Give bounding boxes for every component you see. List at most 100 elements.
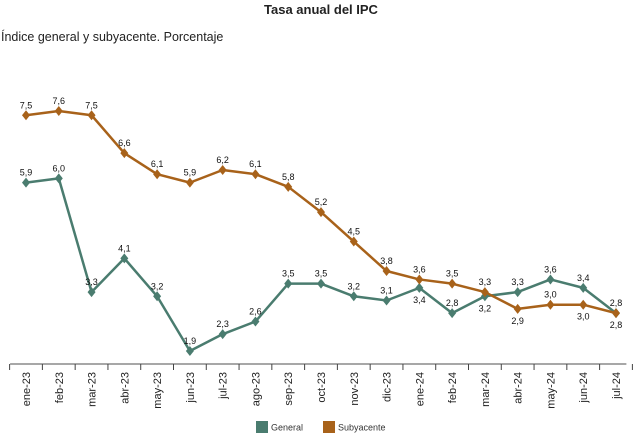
x-tick-label: may-24 xyxy=(545,372,557,409)
data-point-subyacente[interactable] xyxy=(546,299,555,310)
data-label-general: 3,2 xyxy=(348,281,361,291)
data-label-general: 3,2 xyxy=(151,281,164,291)
data-point-subyacente[interactable] xyxy=(251,169,260,180)
data-point-general[interactable] xyxy=(87,287,96,298)
data-label-general: 3,3 xyxy=(85,277,98,287)
data-point-subyacente[interactable] xyxy=(185,177,194,188)
x-tick-label: sep-23 xyxy=(283,372,295,406)
data-label-general: 3,4 xyxy=(413,295,426,305)
x-tick-label: ene-24 xyxy=(414,372,426,406)
data-label-general: 2,8 xyxy=(610,298,623,308)
legend-label: Subyacente xyxy=(338,423,386,433)
data-point-general[interactable] xyxy=(251,316,260,327)
x-tick-label: mar-24 xyxy=(480,372,492,407)
data-point-general[interactable] xyxy=(54,173,63,184)
data-point-general[interactable] xyxy=(546,274,555,285)
legend-label: General xyxy=(271,423,303,433)
data-label-general: 3,1 xyxy=(380,285,393,295)
data-labels: 5,9 7,5 6,0 7,6 3,3 7,5 4,1 6,6 3,2 6,1 1,9 5,9 2,3 6… xyxy=(20,96,623,346)
data-point-subyacente[interactable] xyxy=(382,266,391,277)
data-label-general: 4,1 xyxy=(118,243,131,253)
chart-title: Tasa anual del IPC xyxy=(264,2,378,17)
data-point-general[interactable] xyxy=(349,291,358,302)
x-tick-label: jul-24 xyxy=(611,372,623,400)
data-point-subyacente[interactable] xyxy=(579,299,588,310)
x-tick-label: abr-24 xyxy=(513,372,525,404)
data-label-general: 3,5 xyxy=(315,269,328,279)
data-label-general: 5,9 xyxy=(20,168,33,178)
data-label-subyacente: 3,0 xyxy=(544,290,557,300)
data-label-subyacente: 2,9 xyxy=(511,316,524,326)
data-point-subyacente[interactable] xyxy=(480,287,489,298)
legend: General Subyacente xyxy=(256,421,386,433)
data-point-general[interactable] xyxy=(448,308,457,319)
data-label-subyacente: 6,6 xyxy=(118,138,131,148)
data-point-subyacente[interactable] xyxy=(612,308,620,319)
data-point-subyacente[interactable] xyxy=(87,110,96,121)
data-point-general[interactable] xyxy=(382,295,391,306)
data-label-subyacente: 7,5 xyxy=(85,100,98,110)
data-point-subyacente[interactable] xyxy=(349,236,358,247)
data-label-subyacente: 6,1 xyxy=(151,159,164,169)
data-point-general[interactable] xyxy=(579,282,588,293)
legend-swatch xyxy=(323,421,335,433)
x-tick-label: may-23 xyxy=(152,372,164,409)
data-point-subyacente[interactable] xyxy=(317,207,325,218)
data-label-general: 2,8 xyxy=(446,298,459,308)
x-tick-label: dic-23 xyxy=(382,372,394,402)
data-label-subyacente: 6,1 xyxy=(249,159,262,169)
data-label-general: 3,4 xyxy=(577,273,590,283)
chart-subtitle: Índice general y subyacente. Porcentaje xyxy=(1,30,224,44)
data-point-general[interactable] xyxy=(317,278,325,289)
data-point-subyacente[interactable] xyxy=(218,164,227,175)
data-label-subyacente: 4,5 xyxy=(348,227,361,237)
data-point-general[interactable] xyxy=(185,346,194,357)
data-label-general: 3,5 xyxy=(282,269,295,279)
data-label-general: 3,2 xyxy=(479,303,492,313)
data-point-subyacente[interactable] xyxy=(120,148,129,159)
data-label-subyacente: 3,6 xyxy=(413,264,426,274)
data-point-general[interactable] xyxy=(22,177,30,188)
data-label-subyacente: 5,9 xyxy=(184,168,197,178)
series-subyacente xyxy=(22,106,620,319)
data-point-subyacente[interactable] xyxy=(448,278,457,289)
x-tick-label: feb-23 xyxy=(54,372,66,403)
data-label-subyacente: 7,6 xyxy=(53,96,66,106)
data-label-general: 2,6 xyxy=(249,307,262,317)
data-label-subyacente: 3,5 xyxy=(446,269,459,279)
data-point-subyacente[interactable] xyxy=(513,303,522,314)
data-label-general: 6,0 xyxy=(53,163,66,173)
data-label-general: 3,3 xyxy=(511,277,524,287)
data-point-general[interactable] xyxy=(218,329,227,340)
data-point-general[interactable] xyxy=(284,278,293,289)
x-tick-label: nov-23 xyxy=(349,372,361,406)
legend-item-general[interactable]: General xyxy=(256,421,303,433)
series-layer xyxy=(22,106,620,357)
x-tick-label: abr-23 xyxy=(119,372,131,404)
x-tick-label: ago-23 xyxy=(250,372,262,406)
legend-item-subyacente[interactable]: Subyacente xyxy=(323,421,386,433)
data-point-general[interactable] xyxy=(120,253,129,264)
data-label-subyacente: 5,8 xyxy=(282,172,295,182)
data-label-subyacente: 2,8 xyxy=(610,320,623,330)
data-point-subyacente[interactable] xyxy=(54,106,63,117)
data-point-subyacente[interactable] xyxy=(153,169,162,180)
data-label-general: 1,9 xyxy=(184,336,197,346)
data-label-subyacente: 5,2 xyxy=(315,197,328,207)
data-label-subyacente: 6,2 xyxy=(216,155,229,165)
data-point-general[interactable] xyxy=(415,282,424,293)
data-point-subyacente[interactable] xyxy=(22,110,30,121)
x-tick-label: jun-24 xyxy=(578,372,590,404)
data-point-general[interactable] xyxy=(153,291,162,302)
data-point-subyacente[interactable] xyxy=(415,274,424,285)
data-label-general: 2,3 xyxy=(216,319,229,329)
x-tick-label: oct-23 xyxy=(316,372,328,403)
legend-swatch xyxy=(256,421,268,433)
data-point-subyacente[interactable] xyxy=(284,181,293,192)
data-label-general: 3,6 xyxy=(544,264,557,274)
data-point-general[interactable] xyxy=(513,287,522,298)
data-label-subyacente: 3,3 xyxy=(479,277,492,287)
x-tick-label: feb-24 xyxy=(447,372,459,403)
data-label-subyacente: 7,5 xyxy=(20,100,33,110)
